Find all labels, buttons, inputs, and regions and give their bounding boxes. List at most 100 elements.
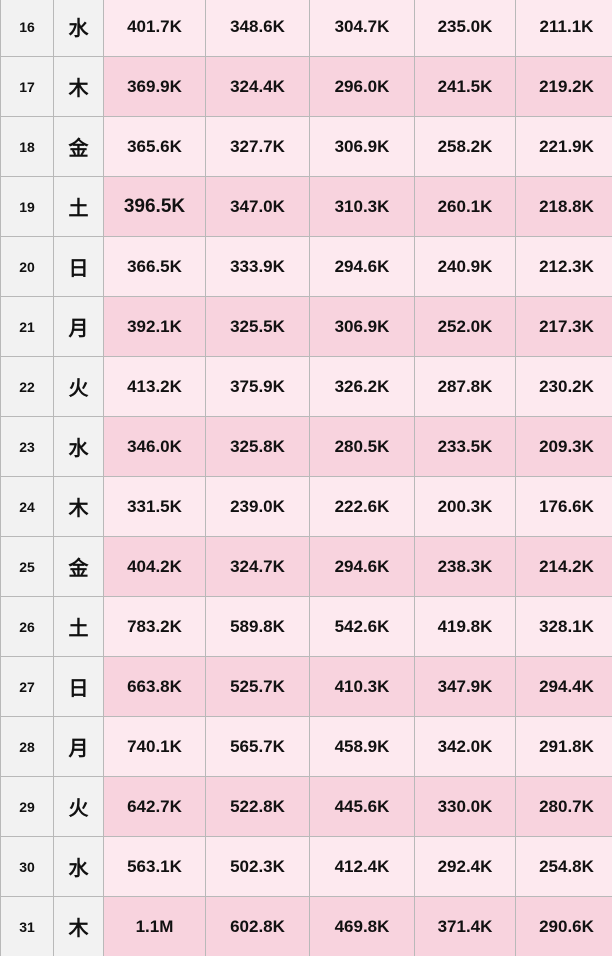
day-number-cell: 27 [0,656,54,717]
value-cell: 254.8K [515,836,612,897]
day-number-cell: 17 [0,56,54,117]
value-cell: 240.9K [414,236,516,297]
value-cell: 310.3K [309,176,415,237]
value-cell: 563.1K [103,836,206,897]
value-cell: 413.2K [103,356,206,417]
table-row: 22 火 413.2K 375.9K 326.2K 287.8K 230.2K [0,356,612,417]
weekday-cell: 木 [53,56,104,117]
weekday-cell: 火 [53,776,104,837]
value-cell: 1.1M [103,896,206,956]
value-cell: 346.0K [103,416,206,477]
value-cell: 291.8K [515,716,612,777]
value-cell: 565.7K [205,716,310,777]
value-cell: 396.5K [103,176,206,237]
value-cell: 292.4K [414,836,516,897]
table-row: 18 金 365.6K 327.7K 306.9K 258.2K 221.9K [0,116,612,177]
table-row: 29 火 642.7K 522.8K 445.6K 330.0K 280.7K [0,776,612,837]
value-cell: 602.8K [205,896,310,956]
day-number-cell: 21 [0,296,54,357]
table-row: 16 水 401.7K 348.6K 304.7K 235.0K 211.1K [0,0,612,57]
value-cell: 221.9K [515,116,612,177]
value-cell: 740.1K [103,716,206,777]
value-cell: 304.7K [309,0,415,57]
value-cell: 328.1K [515,596,612,657]
table-row: 24 木 331.5K 239.0K 222.6K 200.3K 176.6K [0,476,612,537]
weekday-cell: 月 [53,716,104,777]
value-cell: 209.3K [515,416,612,477]
value-cell: 280.5K [309,416,415,477]
value-cell: 342.0K [414,716,516,777]
value-cell: 324.7K [205,536,310,597]
value-cell: 371.4K [414,896,516,956]
weekday-cell: 火 [53,356,104,417]
value-cell: 280.7K [515,776,612,837]
value-cell: 252.0K [414,296,516,357]
value-cell: 212.3K [515,236,612,297]
value-cell: 331.5K [103,476,206,537]
table-row: 25 金 404.2K 324.7K 294.6K 238.3K 214.2K [0,536,612,597]
value-cell: 324.4K [205,56,310,117]
day-number-cell: 31 [0,896,54,956]
table-row: 17 木 369.9K 324.4K 296.0K 241.5K 219.2K [0,56,612,117]
day-number-cell: 16 [0,0,54,57]
value-cell: 663.8K [103,656,206,717]
day-number-cell: 26 [0,596,54,657]
value-cell: 238.3K [414,536,516,597]
weekday-cell: 木 [53,476,104,537]
value-cell: 325.5K [205,296,310,357]
table-row: 30 水 563.1K 502.3K 412.4K 292.4K 254.8K [0,836,612,897]
value-cell: 239.0K [205,476,310,537]
value-cell: 333.9K [205,236,310,297]
value-cell: 410.3K [309,656,415,717]
table-row: 28 月 740.1K 565.7K 458.9K 342.0K 291.8K [0,716,612,777]
value-cell: 392.1K [103,296,206,357]
value-cell: 348.6K [205,0,310,57]
weekday-cell: 月 [53,296,104,357]
value-cell: 260.1K [414,176,516,237]
value-cell: 366.5K [103,236,206,297]
table-row: 21 月 392.1K 325.5K 306.9K 252.0K 217.3K [0,296,612,357]
weekday-cell: 水 [53,836,104,897]
value-cell: 296.0K [309,56,415,117]
value-cell: 235.0K [414,0,516,57]
value-cell: 419.8K [414,596,516,657]
value-cell: 642.7K [103,776,206,837]
value-cell: 211.1K [515,0,612,57]
value-cell: 525.7K [205,656,310,717]
value-cell: 325.8K [205,416,310,477]
day-number-cell: 19 [0,176,54,237]
value-cell: 241.5K [414,56,516,117]
day-number-cell: 28 [0,716,54,777]
value-cell: 783.2K [103,596,206,657]
value-cell: 330.0K [414,776,516,837]
value-cell: 217.3K [515,296,612,357]
value-cell: 401.7K [103,0,206,57]
weekday-cell: 水 [53,416,104,477]
weekday-cell: 水 [53,0,104,57]
value-cell: 290.6K [515,896,612,956]
value-cell: 375.9K [205,356,310,417]
value-cell: 365.6K [103,116,206,177]
value-cell: 294.6K [309,536,415,597]
value-cell: 369.9K [103,56,206,117]
day-number-cell: 29 [0,776,54,837]
value-cell: 469.8K [309,896,415,956]
weekday-cell: 土 [53,176,104,237]
value-cell: 306.9K [309,296,415,357]
table-row: 23 水 346.0K 325.8K 280.5K 233.5K 209.3K [0,416,612,477]
day-number-cell: 22 [0,356,54,417]
value-cell: 230.2K [515,356,612,417]
value-cell: 404.2K [103,536,206,597]
weekday-cell: 土 [53,596,104,657]
weekday-cell: 金 [53,116,104,177]
value-cell: 326.2K [309,356,415,417]
value-cell: 412.4K [309,836,415,897]
value-cell: 214.2K [515,536,612,597]
table-row: 31 木 1.1M 602.8K 469.8K 371.4K 290.6K [0,896,612,956]
value-cell: 327.7K [205,116,310,177]
value-cell: 306.9K [309,116,415,177]
value-cell: 347.0K [205,176,310,237]
table-row: 26 土 783.2K 589.8K 542.6K 419.8K 328.1K [0,596,612,657]
day-number-cell: 18 [0,116,54,177]
